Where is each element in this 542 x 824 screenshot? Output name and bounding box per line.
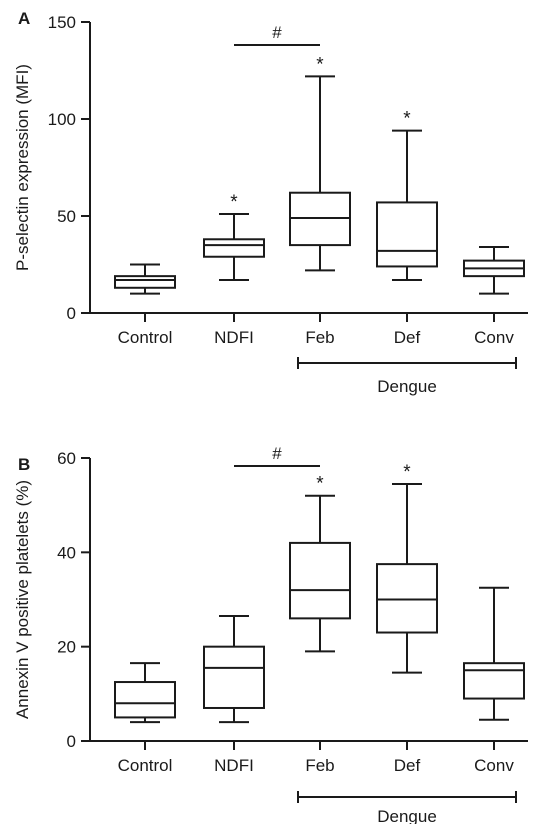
box-iqr <box>203 238 265 258</box>
y-axis-label: Annexin V positive platelets (%) <box>13 480 32 719</box>
box-feb <box>289 75 351 272</box>
x-tick-label: Def <box>394 756 421 775</box>
panel-letter: B <box>18 455 30 474</box>
box-ndfi <box>203 213 265 282</box>
panel-a: A P-selectin expression (MFI) 0 50 100 150 Con… <box>13 9 528 396</box>
x-tick-label: NDFI <box>214 328 254 347</box>
y-tick-label: 100 <box>48 110 76 129</box>
group-label: Dengue <box>377 377 437 396</box>
x-tick-label: Control <box>118 328 173 347</box>
box-control <box>114 662 176 724</box>
y-tick-label: 20 <box>57 638 76 657</box>
y-tick-label: 60 <box>57 449 76 468</box>
x-tick-label: NDFI <box>214 756 254 775</box>
y-tick-label: 40 <box>57 543 76 562</box>
box-feb <box>289 494 351 653</box>
comparison-symbol: # <box>272 444 282 463</box>
x-tick-label: Def <box>394 328 421 347</box>
axes <box>81 457 528 742</box>
panel-letter: A <box>18 9 30 28</box>
y-tick-label: 50 <box>57 207 76 226</box>
y-axis-label: P-selectin expression (MFI) <box>13 64 32 271</box>
box-def <box>376 129 438 282</box>
box-def <box>376 482 438 674</box>
significance-star: * <box>403 109 411 130</box>
comparison-symbol: # <box>272 23 282 42</box>
significance-star: * <box>316 474 324 495</box>
y-tick-label: 0 <box>67 304 76 323</box>
box-iqr <box>289 541 351 620</box>
box-iqr <box>376 201 438 268</box>
significance-star: * <box>316 54 324 75</box>
box-control <box>114 263 176 295</box>
box-iqr <box>463 662 525 700</box>
x-tick-label: Control <box>118 756 173 775</box>
group-bracket <box>297 791 517 803</box>
box-iqr <box>114 681 176 719</box>
significance-star: * <box>230 192 238 213</box>
x-tick-label: Feb <box>305 328 334 347</box>
x-tick-label: Conv <box>474 328 514 347</box>
box-conv <box>463 586 525 721</box>
box-iqr <box>376 563 438 634</box>
box-ndfi <box>203 615 265 724</box>
group-label: Dengue <box>377 807 437 824</box>
significance-star: * <box>403 462 411 483</box>
box-iqr <box>114 275 176 289</box>
x-tick-label: Feb <box>305 756 334 775</box>
box-conv <box>463 246 525 295</box>
box-iqr <box>203 645 265 709</box>
group-bracket <box>297 357 517 369</box>
y-tick-label: 150 <box>48 13 76 32</box>
axes <box>81 21 528 314</box>
panel-b: B Annexin V positive platelets (%) 0 20 40 60… <box>13 444 528 824</box>
x-tick-label: Conv <box>474 756 514 775</box>
y-tick-label: 0 <box>67 732 76 751</box>
